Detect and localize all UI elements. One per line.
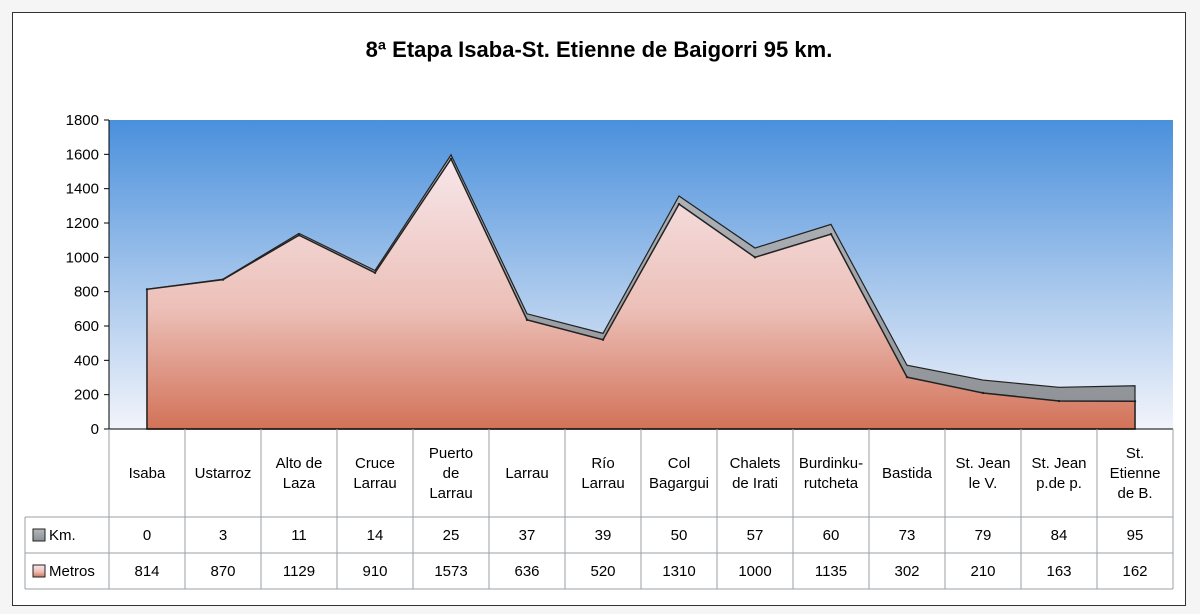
metros-value-cell: 1573: [434, 563, 467, 580]
metros-point: [1057, 399, 1061, 403]
metros-legend-label: Metros: [49, 563, 95, 580]
metros-value-cell: 302: [894, 563, 919, 580]
y-tick-label: 1200: [66, 215, 99, 232]
metros-point: [297, 233, 301, 237]
y-tick-label: 1600: [66, 146, 99, 163]
metros-point: [221, 278, 225, 281]
metros-value-cell: 870: [210, 563, 235, 580]
data-table: Isaba Ustarroz Alto de Laza Cruce Larrau Puert…: [24, 429, 1174, 590]
category-label: Río Larrau: [581, 455, 624, 492]
km-value-cell: 3: [219, 527, 227, 544]
metros-point: [981, 391, 985, 395]
category-label: Larrau: [505, 465, 548, 482]
chart-title: 8ª Etapa Isaba-St. Etienne de Baigorri 9…: [366, 37, 833, 62]
km-value-cell: 25: [443, 527, 460, 544]
metros-value-cell: 1129: [283, 563, 315, 580]
km-value-cell: 11: [291, 527, 307, 544]
metros-point: [753, 256, 757, 259]
y-tick-label: 400: [74, 352, 99, 369]
y-tick-label: 200: [74, 387, 99, 404]
metros-point: [525, 318, 529, 322]
area-layer: [109, 153, 1173, 430]
category-label: Cruce Larrau: [353, 455, 396, 492]
km-value-cell: 0: [143, 527, 151, 544]
category-label: Col Bagargui: [649, 455, 709, 492]
km-value-cell: 95: [1127, 527, 1144, 544]
category-label: Chalets de Irati: [730, 455, 781, 492]
y-tick-label: 800: [74, 284, 99, 301]
category-label: Ustarroz: [195, 465, 252, 482]
y-tick-label: 1000: [66, 249, 99, 266]
km-value-cell: 60: [823, 527, 840, 544]
category-label: Alto de Laza: [276, 455, 323, 492]
km-value-cell: 14: [367, 527, 384, 544]
metros-value-cell: 1000: [738, 563, 771, 580]
category-label: St. Jean p.de p.: [1031, 455, 1086, 492]
km-value-cell: 39: [595, 527, 612, 544]
km-value-cell: 57: [747, 527, 764, 544]
y-tick-label: 600: [74, 318, 99, 335]
km-value-cell: 79: [975, 527, 992, 544]
metros-value-cell: 1135: [815, 563, 847, 580]
chart: 8ª Etapa Isaba-St. Etienne de Baigorri 9…: [24, 37, 1174, 590]
metros-value-cell: 1310: [662, 563, 695, 580]
category-label: Isaba: [129, 465, 166, 482]
km-legend-label: Km.: [49, 527, 76, 544]
metros-point: [829, 232, 833, 236]
metros-value-cell: 910: [362, 563, 387, 580]
category-label: St. Jean le V.: [955, 455, 1010, 492]
metros-value-cell: 814: [134, 563, 159, 580]
metros-point: [373, 271, 377, 274]
metros-point: [449, 157, 453, 161]
category-label: Bastida: [882, 465, 933, 482]
chart-frame: 8ª Etapa Isaba-St. Etienne de Baigorri 9…: [12, 12, 1186, 606]
km-value-cell: 84: [1051, 527, 1068, 544]
category-label: Puerto de Larrau: [429, 445, 473, 502]
km-value-cell: 37: [519, 527, 536, 544]
metros-point: [145, 288, 149, 291]
metros-point: [677, 202, 681, 206]
km-value-cell: 73: [899, 527, 916, 544]
metros-value-cell: 520: [590, 563, 615, 580]
y-tick-label: 0: [91, 421, 99, 438]
km-legend-swatch: [32, 528, 46, 542]
category-label: St. Etienne de B.: [1110, 445, 1161, 502]
y-axis: 0 200 400 600 800 1000 1200 1400 1600 1800: [66, 112, 110, 438]
metros-legend-swatch: [32, 564, 46, 578]
metros-point: [905, 375, 909, 379]
metros-value-cell: 210: [970, 563, 995, 580]
metros-value-cell: 162: [1122, 563, 1147, 580]
metros-point: [1133, 399, 1137, 403]
y-tick-label: 1800: [66, 112, 99, 129]
metros-value-cell: 636: [514, 563, 539, 580]
category-label: Burdinku-rutcheta: [799, 455, 863, 492]
metros-value-cell: 163: [1046, 563, 1071, 580]
km-value-cell: 50: [671, 527, 688, 544]
metros-point: [601, 338, 605, 341]
y-tick-label: 1400: [66, 181, 99, 198]
